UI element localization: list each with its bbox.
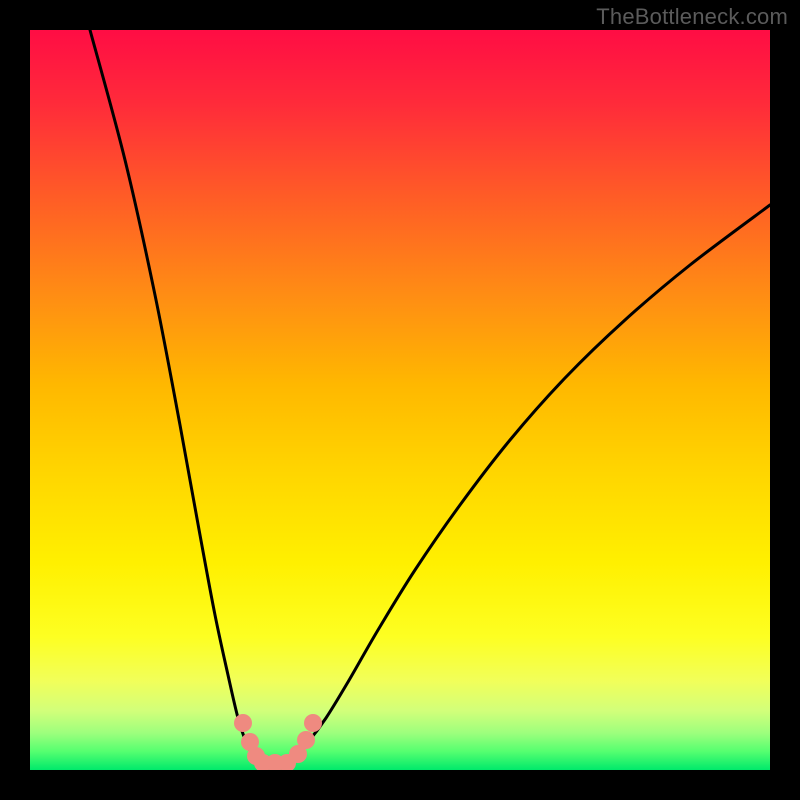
marker-dot — [297, 731, 315, 749]
marker-dot — [304, 714, 322, 732]
watermark-text: TheBottleneck.com — [596, 4, 788, 30]
bottleneck-curve-left — [90, 30, 270, 765]
curve-layer — [30, 30, 770, 770]
marker-dot — [234, 714, 252, 732]
plot-area — [30, 30, 770, 770]
optimal-zone-markers — [234, 714, 322, 770]
bottleneck-curve-right — [270, 205, 770, 765]
chart-frame: TheBottleneck.com — [0, 0, 800, 800]
